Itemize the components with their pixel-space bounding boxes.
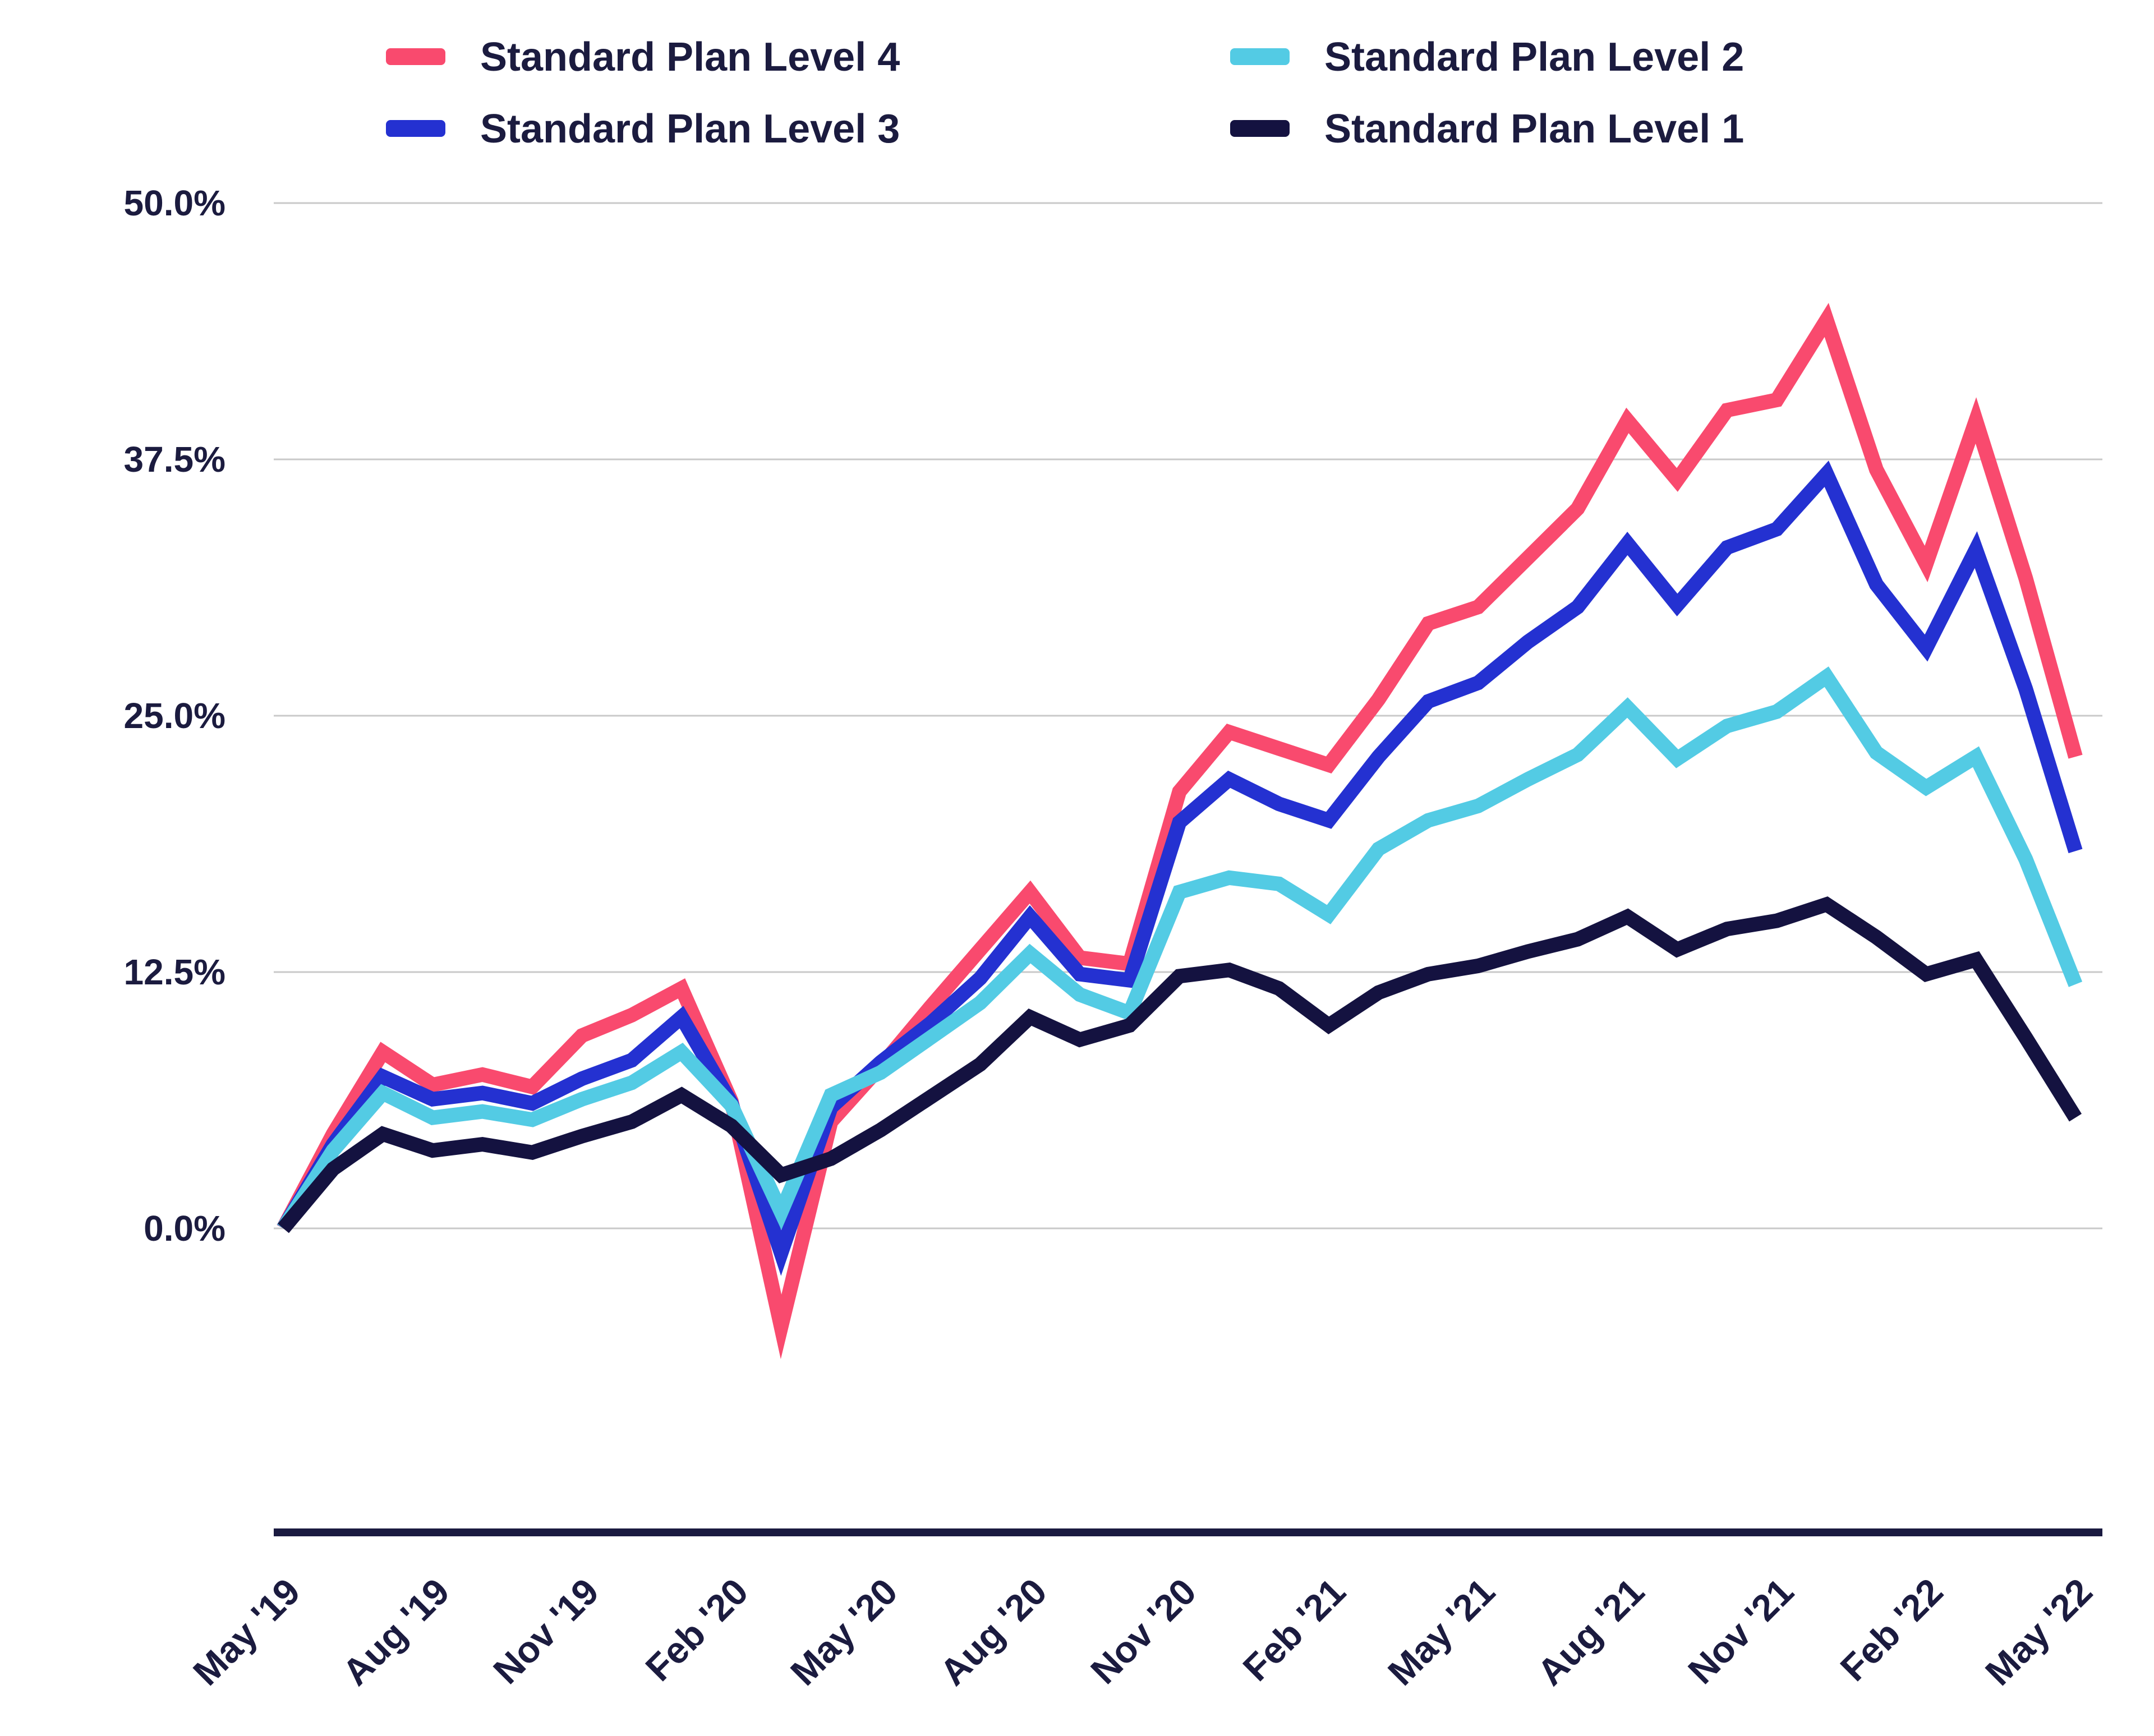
legend-label-standard-plan-level-1: Standard Plan Level 1	[1324, 107, 1744, 151]
legend-item-standard-plan-level-4: Standard Plan Level 4	[386, 35, 900, 80]
legend-swatch-standard-plan-level-4	[386, 48, 445, 65]
legend-swatch-standard-plan-level-3	[386, 120, 445, 137]
y-tick-label-25: 25.0%	[124, 696, 225, 736]
legend-swatch-standard-plan-level-1	[1230, 120, 1290, 137]
legend-label-standard-plan-level-3: Standard Plan Level 3	[480, 107, 900, 151]
series-line-standard-plan-level-1	[278, 896, 2082, 1233]
series-line-standard-plan-level-2	[277, 666, 2083, 1233]
series-line-standard-plan-level-3	[277, 461, 2083, 1276]
legend-label-standard-plan-level-2: Standard Plan Level 2	[1324, 35, 1744, 80]
y-tick-label-37-5: 37.5%	[124, 439, 225, 480]
legend-swatch-standard-plan-level-2	[1230, 48, 1290, 65]
gridlines	[274, 202, 2102, 1230]
y-tick-label-12-5: 12.5%	[124, 952, 225, 992]
series-lines	[277, 303, 2083, 1360]
y-tick-label-50: 50.0%	[124, 183, 225, 223]
y-tick-label-0: 0.0%	[144, 1208, 225, 1249]
legend-item-standard-plan-level-3: Standard Plan Level 3	[386, 107, 900, 151]
legend-item-standard-plan-level-1: Standard Plan Level 1	[1230, 107, 1744, 151]
y-axis-labels: 50.0% 37.5% 25.0% 12.5% 0.0%	[124, 183, 225, 1249]
series-line-standard-plan-level-4	[277, 303, 2083, 1360]
legend: Standard Plan Level 4 Standard Plan Level…	[386, 35, 1744, 151]
legend-item-standard-plan-level-2: Standard Plan Level 2	[1230, 35, 1744, 80]
legend-label-standard-plan-level-4: Standard Plan Level 4	[480, 35, 900, 80]
